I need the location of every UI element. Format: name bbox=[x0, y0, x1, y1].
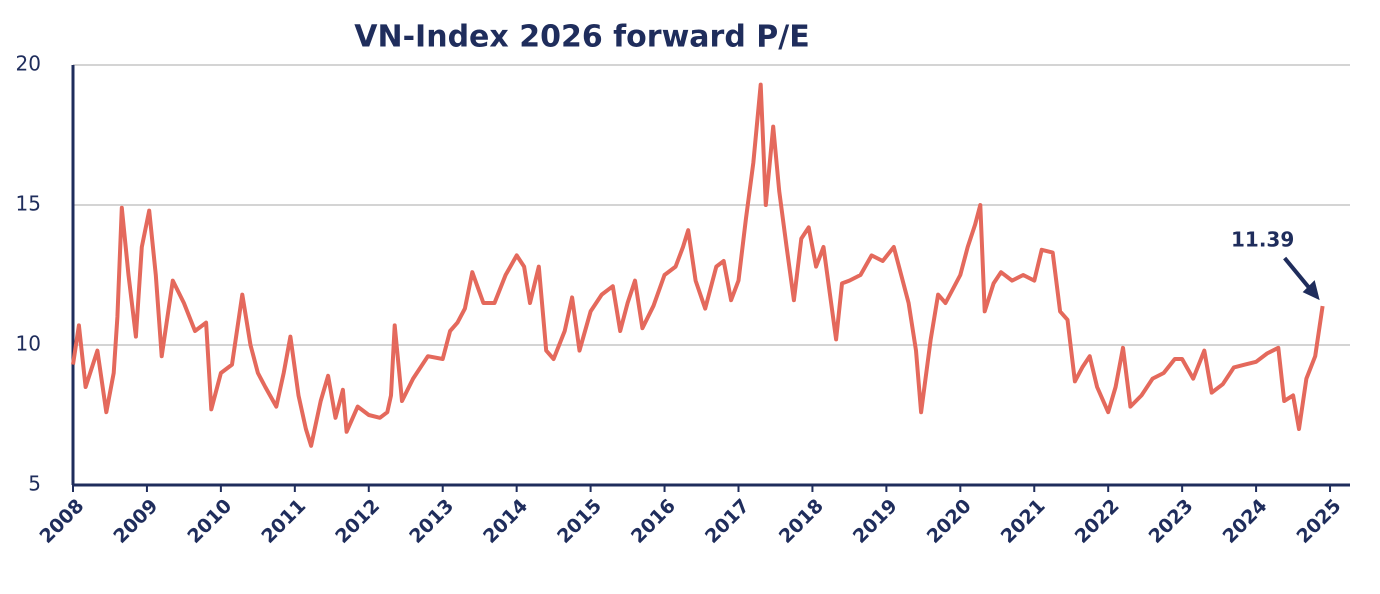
chart-title: VN-Index 2026 forward P/E bbox=[354, 20, 809, 55]
x-tick-label: 2022 bbox=[1071, 495, 1124, 548]
x-tick-label: 2019 bbox=[849, 495, 902, 548]
y-tick-label: 15 bbox=[16, 192, 41, 216]
x-tick-label: 2011 bbox=[257, 495, 310, 548]
x-tick-label: 2023 bbox=[1145, 495, 1198, 548]
x-tick-label: 2012 bbox=[331, 495, 384, 548]
annotation: 11.39 bbox=[1231, 228, 1294, 252]
x-tick-label: 2020 bbox=[923, 495, 976, 548]
x-tick-label: 2017 bbox=[701, 495, 754, 548]
x-tick-label: 2016 bbox=[627, 495, 680, 548]
y-tick-label: 10 bbox=[16, 332, 41, 356]
x-tick-label: 2010 bbox=[183, 495, 236, 548]
x-tick-label: 2009 bbox=[109, 495, 162, 548]
x-tick-label: 2025 bbox=[1293, 495, 1346, 548]
x-tick-label: 2015 bbox=[553, 495, 606, 548]
x-tick-label: 2014 bbox=[479, 495, 532, 548]
x-tick-label: 2018 bbox=[775, 495, 828, 548]
y-tick-label: 20 bbox=[16, 52, 41, 76]
annotation-arrow bbox=[1283, 256, 1315, 294]
annotation-arrowhead bbox=[1302, 280, 1320, 301]
line-series bbox=[71, 82, 1325, 448]
y-tick-label: 5 bbox=[28, 472, 41, 496]
x-tick-label: 2024 bbox=[1219, 495, 1272, 548]
x-tick-label: 2021 bbox=[997, 495, 1050, 548]
x-tick-label: 2013 bbox=[405, 495, 458, 548]
x-tick-label: 2008 bbox=[35, 495, 88, 548]
